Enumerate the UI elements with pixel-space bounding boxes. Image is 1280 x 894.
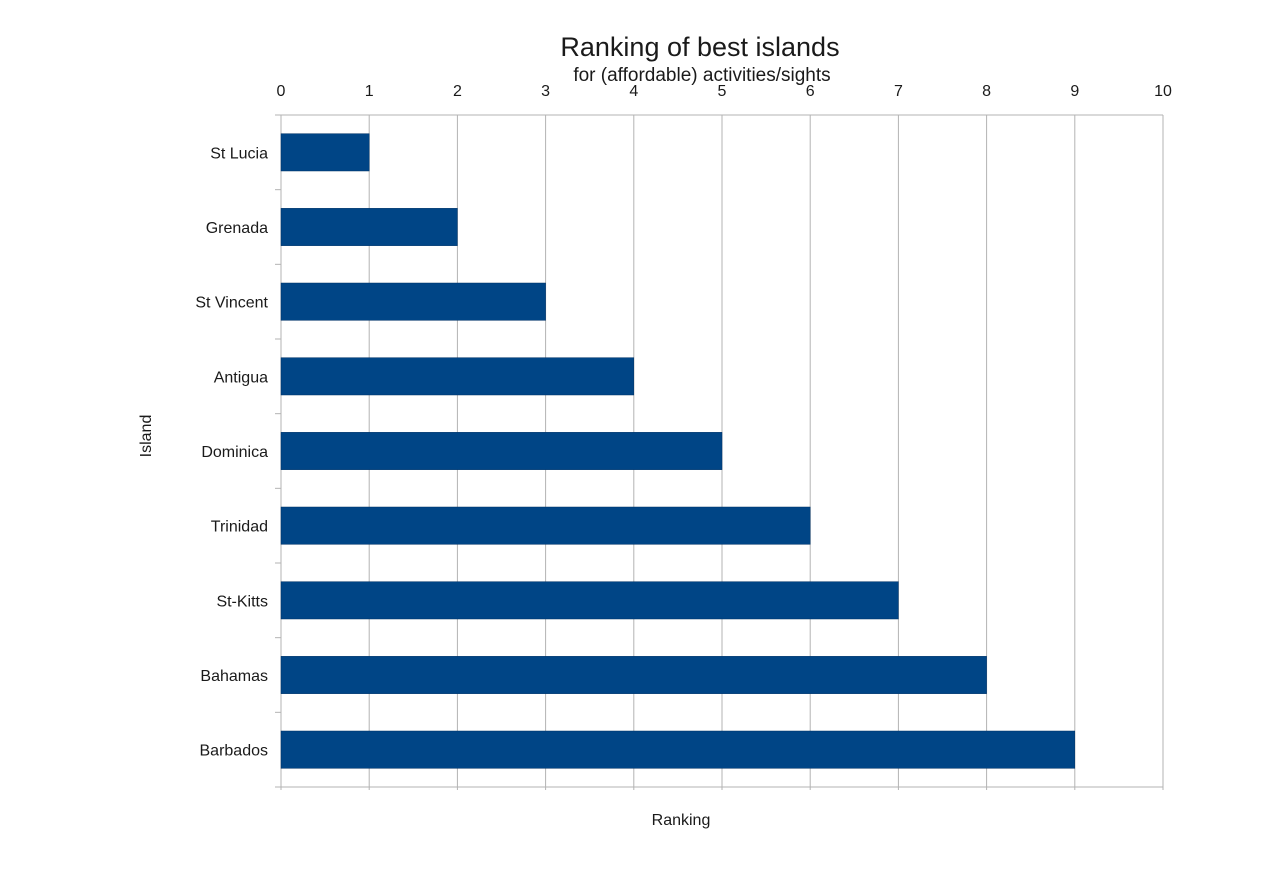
y-tick-label-antigua: Antigua (214, 369, 268, 386)
x-tick-label-2: 2 (453, 83, 462, 100)
y-tick-label-st-lucia: St Lucia (210, 145, 268, 162)
x-axis-label: Ranking (652, 812, 711, 829)
x-tick-label-0: 0 (277, 83, 286, 100)
x-tick-label-3: 3 (541, 83, 550, 100)
bar-barbados (280, 730, 1076, 769)
x-tick-label-5: 5 (718, 83, 727, 100)
x-tick-label-1: 1 (365, 83, 374, 100)
x-tick-labels: 0 1 2 3 4 5 6 7 8 9 10 (277, 83, 1172, 100)
x-tick-label-4: 4 (629, 83, 638, 100)
y-tick-label-trinidad: Trinidad (211, 519, 268, 536)
bar-antigua (280, 357, 635, 396)
y-tick-labels: St Lucia Grenada St Vincent Antigua Dominica… (195, 145, 268, 759)
x-tick-label-9: 9 (1070, 83, 1079, 100)
y-tick-label-barbados: Barbados (200, 743, 269, 760)
y-tick-label-dominica: Dominica (201, 444, 268, 461)
bar-st-vincent (280, 282, 546, 321)
x-tick-label-10: 10 (1154, 83, 1172, 100)
chart-subtitle: for (affordable) activities/sights (573, 65, 830, 86)
x-tick-label-7: 7 (894, 83, 903, 100)
y-tick-label-st-vincent: St Vincent (195, 295, 268, 312)
bar-grenada (280, 208, 458, 246)
bar-trinidad (280, 506, 811, 545)
bars (280, 133, 1076, 769)
x-tick-label-6: 6 (806, 83, 815, 100)
bar-st-lucia (280, 133, 370, 172)
y-tick-label-st-kitts: St-Kitts (216, 593, 268, 610)
x-tick-label-8: 8 (982, 83, 991, 100)
bar-bahamas (280, 656, 987, 694)
y-tick-label-bahamas: Bahamas (200, 668, 268, 685)
bar-st-kitts (280, 581, 899, 620)
y-axis-label: Island (138, 415, 155, 458)
chart-title: Ranking of best islands (560, 32, 839, 62)
y-tick-label-grenada: Grenada (206, 220, 268, 237)
bar-dominica (280, 432, 723, 470)
